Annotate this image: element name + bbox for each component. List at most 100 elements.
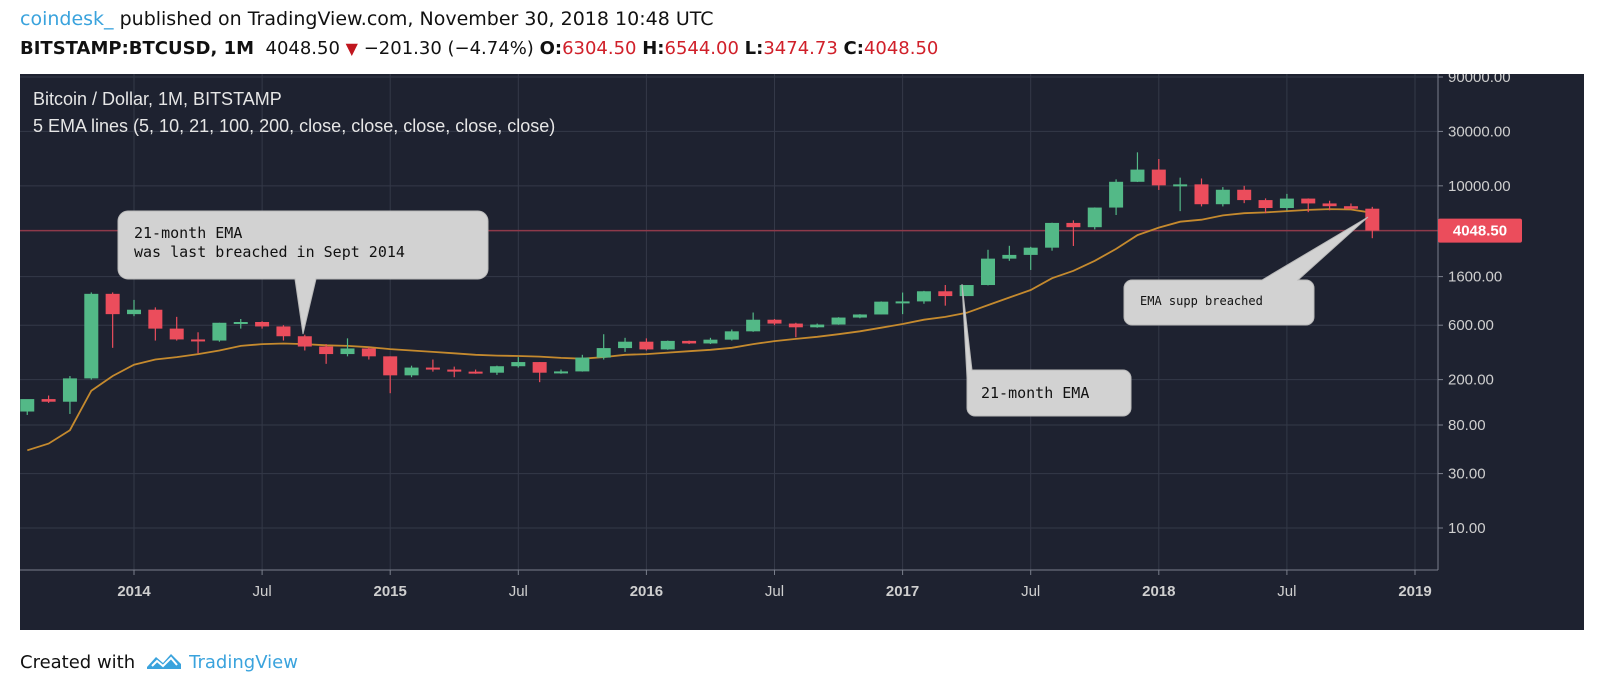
candle-body — [511, 362, 526, 367]
candle-body — [682, 340, 697, 344]
chart-subtitle: 5 EMA lines (5, 10, 21, 100, 200, close,… — [33, 116, 555, 136]
candles — [20, 152, 1380, 415]
candle-body — [981, 258, 995, 286]
candle-body — [1087, 207, 1102, 228]
candle — [404, 365, 419, 378]
candle-body — [1023, 247, 1038, 255]
candle — [84, 292, 99, 380]
last-price: 4048.50 — [265, 38, 340, 59]
candle — [489, 365, 504, 375]
candle-body — [596, 348, 611, 358]
candle — [1215, 187, 1230, 207]
candle — [1301, 198, 1316, 213]
x-tick-label: Jul — [765, 583, 784, 600]
chart-background — [20, 74, 1584, 630]
price-change: −201.30 (−4.74%) — [363, 38, 534, 59]
callout-breach-2014-shape — [117, 210, 489, 335]
candle — [191, 332, 206, 354]
candle — [810, 323, 825, 328]
candle — [297, 334, 312, 351]
candle-body — [425, 367, 440, 370]
candle-body — [959, 285, 974, 297]
callout-breach-2014-text: 21-month EMA was last breached in Sept 2… — [134, 224, 405, 261]
candle-body — [703, 339, 718, 344]
y-tick-label: 30.00 — [1448, 466, 1486, 483]
candle — [959, 285, 974, 297]
y-tick-label: 90000.00 — [1448, 74, 1511, 86]
candle-body — [575, 357, 590, 372]
last-price-tag-text: 4048.50 — [1453, 223, 1507, 240]
close-value: 4048.50 — [863, 38, 939, 59]
candle — [895, 292, 910, 315]
candle-body — [20, 399, 35, 412]
created-with-text: Created with — [20, 652, 136, 673]
y-tick-label: 200.00 — [1448, 372, 1494, 389]
author-link[interactable]: coindesk_ — [20, 8, 114, 30]
candle-body — [1258, 200, 1273, 209]
candle-body — [489, 366, 504, 373]
open-label: O: — [539, 38, 563, 59]
candle — [468, 369, 483, 374]
y-tick-label: 600.00 — [1448, 317, 1494, 334]
candle — [532, 362, 547, 383]
x-tick-label: Jul — [1021, 583, 1040, 600]
down-arrow-icon: ▼ — [345, 39, 358, 58]
candle-body — [404, 367, 419, 376]
candle-body — [447, 369, 462, 372]
candle — [1322, 200, 1337, 211]
candle-body — [532, 362, 547, 373]
open-value: 6304.50 — [562, 38, 637, 59]
candle — [1173, 177, 1188, 212]
x-tick-label: Jul — [1277, 583, 1296, 600]
candle — [1087, 207, 1102, 230]
candle-body — [468, 371, 483, 374]
candle-body — [383, 356, 398, 376]
candle — [62, 376, 77, 414]
candle-body — [233, 321, 248, 324]
candle-body — [169, 328, 184, 340]
y-tick-label: 10.00 — [1448, 520, 1486, 537]
candle-body — [297, 336, 312, 347]
candle-body — [1301, 198, 1316, 204]
candle — [1045, 222, 1060, 251]
candle — [724, 329, 739, 341]
candle — [852, 314, 867, 319]
candle-body — [361, 348, 376, 357]
candle-body — [105, 293, 120, 315]
candle — [788, 322, 803, 338]
candle-body — [724, 331, 739, 340]
candle-body — [41, 399, 56, 402]
candle — [703, 337, 718, 345]
candle-body — [1322, 203, 1337, 207]
candle — [1258, 198, 1273, 214]
candle-body — [319, 346, 334, 355]
candle-body — [1279, 198, 1294, 209]
publish-info: published on TradingView.com, November 3… — [113, 8, 714, 30]
candle — [319, 344, 334, 364]
candle — [148, 307, 163, 341]
last-price-tag: 4048.50 — [1438, 218, 1522, 243]
low-value: 3474.73 — [763, 38, 838, 59]
symbol: BITSTAMP:BTCUSD, 1M — [20, 38, 255, 59]
candle — [212, 322, 227, 342]
candle-body — [554, 371, 568, 374]
candle — [169, 316, 184, 341]
candle — [20, 399, 35, 415]
candle — [1343, 203, 1358, 210]
y-tick-label: 30000.00 — [1448, 123, 1511, 140]
candle-body — [746, 319, 761, 332]
x-tick-label: 2017 — [886, 583, 919, 600]
tradingview-link[interactable]: TradingView — [189, 652, 298, 673]
chart-title: Bitcoin / Dollar, 1M, BITSTAMP — [33, 89, 282, 109]
callout-supp-breached: EMA supp breached — [1123, 216, 1369, 326]
callout-ema-text: 21-month EMA — [981, 384, 1089, 402]
candle — [618, 337, 633, 352]
price-chart[interactable]: 90000.00 30000.00 10000.00 1600.00 600.00 200… — [20, 74, 1584, 630]
candle — [383, 356, 398, 394]
candle-body — [874, 301, 889, 315]
y-tick-label: 1600.00 — [1448, 269, 1502, 286]
candle-body — [810, 324, 825, 328]
candle — [1066, 220, 1081, 246]
candle-body — [1066, 222, 1081, 228]
candle-body — [618, 341, 633, 349]
